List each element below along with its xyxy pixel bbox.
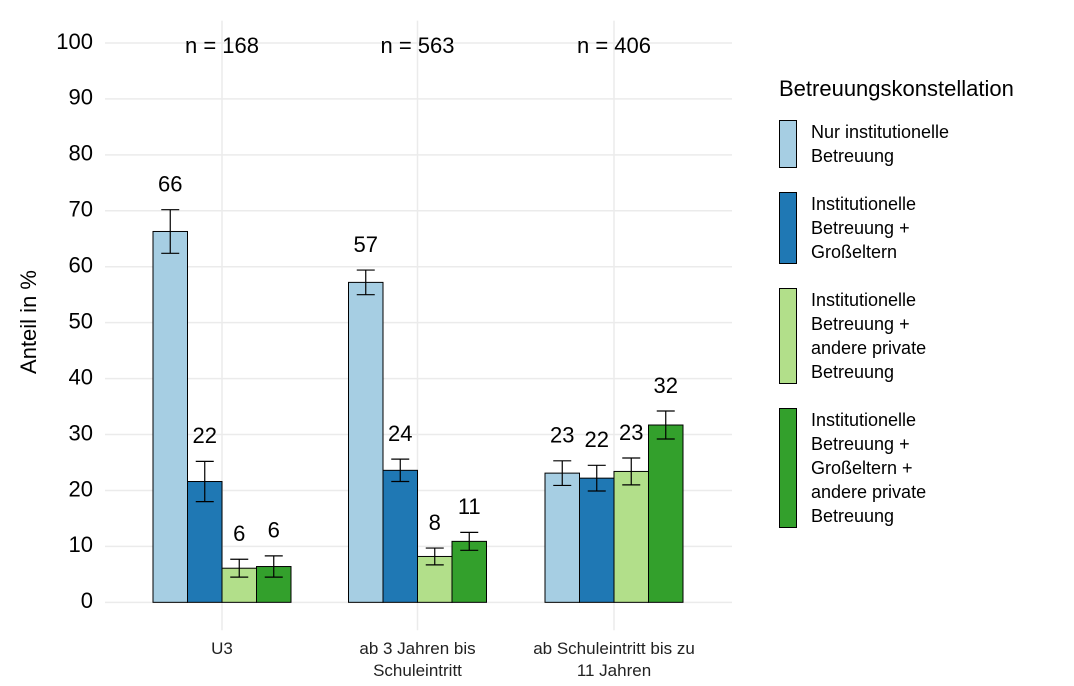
bar <box>451 540 487 603</box>
data-label: 23 <box>619 420 643 445</box>
bar <box>348 281 384 603</box>
legend-key <box>779 120 797 168</box>
x-tick-label: ab 3 Jahren bis Schuleintritt <box>359 639 476 680</box>
y-tick-label: 10 <box>69 532 93 557</box>
error-bar <box>425 547 444 566</box>
data-label: 6 <box>233 521 245 546</box>
error-bar <box>356 269 375 296</box>
y-tick-label: 80 <box>69 141 93 166</box>
annotation: n = 406 <box>577 33 651 58</box>
legend-item: Institutionelle Betreuung + andere priva… <box>779 288 1014 384</box>
legend-item: Nur institutionelle Betreuung <box>779 120 1014 168</box>
data-label: 11 <box>458 494 481 519</box>
y-tick-label: 0 <box>81 588 93 613</box>
error-bar <box>622 457 641 486</box>
bar <box>648 424 684 603</box>
data-label: 32 <box>654 373 678 398</box>
data-label: 22 <box>193 423 217 448</box>
legend-key <box>779 408 797 528</box>
annotation: n = 563 <box>380 33 454 58</box>
bar <box>579 477 615 603</box>
data-label: 6 <box>268 518 280 543</box>
data-label: 23 <box>550 423 574 448</box>
legend-item: Institutionelle Betreuung + Großeltern +… <box>779 408 1014 528</box>
y-tick-label: 50 <box>69 308 93 333</box>
data-label: 8 <box>429 510 441 535</box>
data-label: 57 <box>354 232 378 257</box>
y-tick-label: 30 <box>69 420 93 445</box>
legend-key <box>779 192 797 264</box>
legend: Betreuungskonstellation Nur institutione… <box>779 76 1014 552</box>
error-bar <box>391 458 410 483</box>
bar <box>613 470 649 603</box>
bar <box>152 230 188 603</box>
data-label: 24 <box>388 421 412 446</box>
error-bar <box>161 209 180 254</box>
legend-label: Institutionelle Betreuung + andere priva… <box>811 290 927 382</box>
error-bar <box>195 460 214 503</box>
y-tick-label: 70 <box>69 197 93 222</box>
annotation: n = 168 <box>185 33 259 58</box>
y-tick-label: 20 <box>69 476 93 501</box>
y-tick-label: 40 <box>69 364 93 389</box>
y-axis-label: Anteil in % <box>16 270 41 374</box>
data-label: 22 <box>585 427 609 452</box>
bar <box>382 469 418 603</box>
error-bar <box>587 464 606 492</box>
legend-label: Institutionelle Betreuung + Großeltern <box>811 194 917 262</box>
legend-key <box>779 288 797 384</box>
error-bar <box>264 555 283 578</box>
error-bar <box>553 460 572 487</box>
x-tick-label: U3 <box>211 639 233 658</box>
legend-label: Nur institutionelle Betreuung <box>811 122 950 166</box>
bar <box>544 472 580 603</box>
data-label: 66 <box>158 171 182 196</box>
x-tick-label: ab Schuleintritt bis zu 11 Jahren <box>533 639 695 680</box>
error-bar <box>460 531 479 551</box>
y-tick-label: 100 <box>56 29 93 54</box>
legend-label: Institutionelle Betreuung + Großeltern +… <box>811 410 927 526</box>
y-tick-label: 90 <box>69 85 93 110</box>
y-tick-label: 60 <box>69 253 93 278</box>
error-bar <box>656 410 675 440</box>
error-bar <box>230 558 249 578</box>
legend-item: Institutionelle Betreuung + Großeltern <box>779 192 1014 264</box>
legend-title: Betreuungskonstellation <box>779 76 1014 101</box>
